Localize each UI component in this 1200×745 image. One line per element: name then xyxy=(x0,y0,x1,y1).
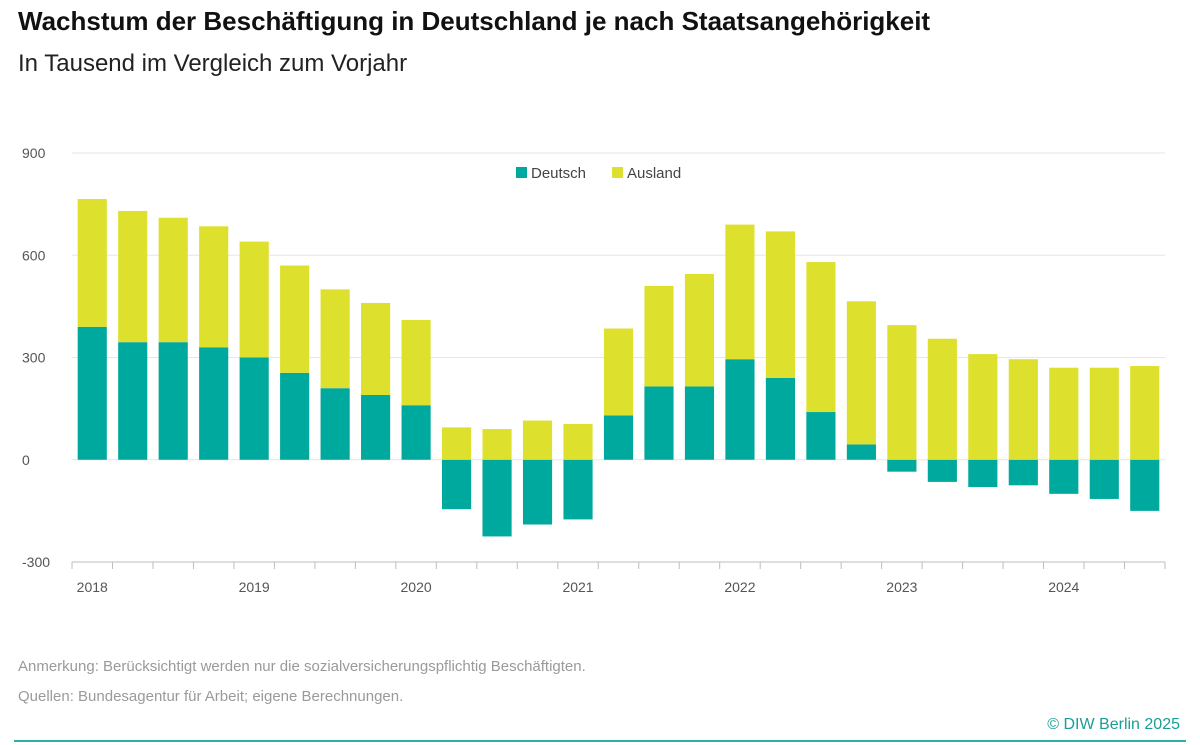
bar-deutsch xyxy=(320,388,350,460)
bar-ausland xyxy=(1130,366,1160,460)
bar-ausland xyxy=(603,328,634,416)
bar-ausland xyxy=(118,210,148,343)
bar-ausland xyxy=(846,301,876,445)
legend-swatch xyxy=(516,167,527,178)
bar-deutsch xyxy=(442,459,472,510)
bar-deutsch xyxy=(1089,459,1119,499)
y-tick-label: 0 xyxy=(22,452,30,468)
x-year-label: 2019 xyxy=(239,579,270,595)
bar-deutsch xyxy=(887,459,917,472)
bar-deutsch xyxy=(482,459,512,537)
bar-deutsch xyxy=(1008,459,1038,486)
bar-ausland xyxy=(442,427,472,460)
bar-ausland xyxy=(401,320,431,406)
bar-ausland xyxy=(1008,359,1038,460)
bar-ausland xyxy=(927,338,957,460)
chart-note: Anmerkung: Berücksichtigt werden nur die… xyxy=(18,658,586,675)
bar-deutsch xyxy=(118,342,148,460)
bar-deutsch xyxy=(644,386,674,460)
bar-ausland xyxy=(725,224,755,360)
bar-ausland xyxy=(765,231,795,378)
bar-deutsch xyxy=(684,386,715,460)
bar-ausland xyxy=(968,354,998,460)
bar-ausland xyxy=(1049,367,1079,460)
bar-deutsch xyxy=(280,372,310,460)
bar-ausland xyxy=(806,262,836,413)
x-year-label: 2024 xyxy=(1048,579,1079,595)
bar-deutsch xyxy=(1130,459,1160,511)
bar-ausland xyxy=(199,226,229,348)
x-year-label: 2018 xyxy=(77,579,108,595)
bar-deutsch xyxy=(401,405,431,460)
bar-deutsch xyxy=(806,412,836,460)
legend-label: Deutsch xyxy=(531,165,586,182)
bar-deutsch xyxy=(77,326,107,460)
bar-ausland xyxy=(320,289,350,389)
bar-ausland xyxy=(563,423,593,460)
bar-deutsch xyxy=(522,459,553,525)
y-tick-label: 600 xyxy=(22,247,46,263)
chart-title: Wachstum der Beschäftigung in Deutschlan… xyxy=(18,6,931,36)
bar-ausland xyxy=(239,241,269,358)
bar-deutsch xyxy=(563,459,593,520)
bar-deutsch xyxy=(725,359,755,460)
bar-ausland xyxy=(77,199,107,327)
copyright-credit: © DIW Berlin 2025 xyxy=(1047,716,1180,733)
bar-ausland xyxy=(482,429,512,460)
y-tick-label: -300 xyxy=(22,554,50,570)
bar-ausland xyxy=(684,273,715,387)
bar-deutsch xyxy=(199,347,229,460)
x-year-label: 2021 xyxy=(562,579,593,595)
chart-source: Quellen: Bundesagentur für Arbeit; eigen… xyxy=(18,688,404,705)
chart-subtitle: In Tausend im Vergleich zum Vorjahr xyxy=(18,50,408,77)
y-tick-label: 900 xyxy=(22,145,46,161)
x-year-label: 2023 xyxy=(886,579,917,595)
bar-deutsch xyxy=(361,394,391,460)
x-year-label: 2020 xyxy=(401,579,432,595)
bar-deutsch xyxy=(1049,459,1079,494)
bar-ausland xyxy=(361,302,391,395)
bar-deutsch xyxy=(239,357,269,460)
bar-ausland xyxy=(644,285,674,387)
bar-deutsch xyxy=(927,459,957,482)
bar-deutsch xyxy=(846,444,876,460)
bar-ausland xyxy=(1089,367,1119,460)
bar-ausland xyxy=(158,217,188,343)
bar-deutsch xyxy=(765,377,795,460)
bar-deutsch xyxy=(603,415,634,460)
bar-ausland xyxy=(280,265,310,373)
bar-ausland xyxy=(522,420,553,460)
y-tick-label: 300 xyxy=(22,350,46,366)
x-year-label: 2022 xyxy=(724,579,755,595)
legend-swatch xyxy=(612,167,623,178)
bottom-divider xyxy=(14,740,1186,742)
bar-ausland xyxy=(887,325,917,460)
legend-label: Ausland xyxy=(627,165,681,182)
bar-deutsch xyxy=(968,459,998,488)
bar-deutsch xyxy=(158,342,188,460)
